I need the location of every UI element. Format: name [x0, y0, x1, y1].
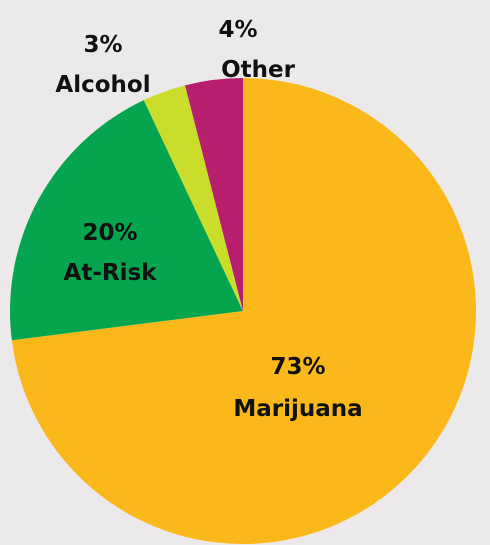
slice-at-risk [10, 100, 243, 341]
pie-slices [10, 78, 477, 545]
label-other-name: Other [221, 57, 296, 83]
label-other-value: 4% [218, 17, 257, 43]
label-alcohol-name: Alcohol [55, 72, 150, 98]
slice-alcohol [143, 85, 243, 311]
label-marijuana-value: 73% [270, 354, 325, 380]
slice-marijuana [11, 78, 477, 545]
label-marijuana-name: Marijuana [233, 396, 362, 422]
slice-other [185, 78, 243, 311]
label-alcohol-value: 3% [83, 32, 122, 58]
label-at-risk-name: At-Risk [64, 260, 158, 286]
label-at-risk-value: 20% [82, 220, 137, 246]
